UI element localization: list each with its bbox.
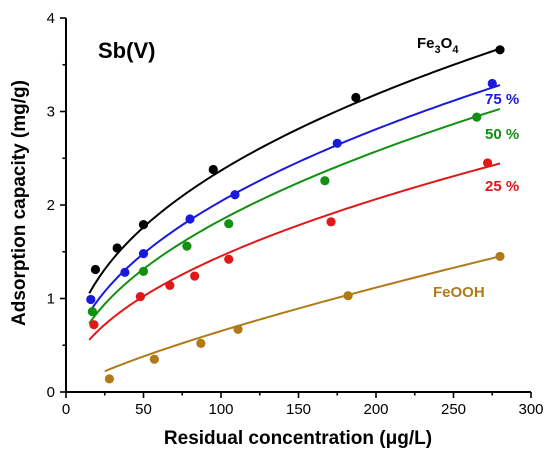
data-point-s3-p6 <box>483 158 493 168</box>
y-axis-title: Adsorption capacity (mg/g) <box>9 80 30 326</box>
data-point-s3-p1 <box>135 292 145 302</box>
y-tick-label-4: 4 <box>47 10 55 27</box>
data-point-s0-p5 <box>495 45 505 55</box>
fe3o4-label-o: O <box>441 35 453 52</box>
data-point-s3-p0 <box>89 320 99 330</box>
data-point-s3-p4 <box>224 254 234 264</box>
series-label-fe3o4: Fe3O4 <box>417 35 459 56</box>
fit-curve-0 <box>88 47 501 294</box>
data-point-s3-p3 <box>190 271 200 281</box>
data-point-s4-p3 <box>233 324 243 334</box>
chart-title: Sb(V) <box>98 38 155 63</box>
data-point-s3-p2 <box>165 280 175 291</box>
data-point-s4-p2 <box>196 338 206 348</box>
data-point-s2-p1 <box>138 266 149 276</box>
data-point-s0-p2 <box>138 220 149 230</box>
x-tick-label-4: 200 <box>363 401 388 418</box>
series-label-50: 50 % <box>485 126 519 143</box>
data-point-s1-p0 <box>86 294 96 305</box>
data-point-s4-p4 <box>343 291 353 301</box>
fe3o4-label-sub3: 3 <box>435 44 441 56</box>
data-point-s3-p5 <box>326 217 336 227</box>
data-point-s4-p0 <box>104 374 114 384</box>
data-point-s2-p0 <box>87 306 97 317</box>
x-tick-label-1: 50 <box>135 401 152 418</box>
fit-curve-4 <box>104 255 501 373</box>
data-point-s0-p0 <box>90 264 101 275</box>
data-point-s1-p3 <box>185 214 195 224</box>
y-tick-label-0: 0 <box>47 384 55 401</box>
series-label-25: 25 % <box>485 178 519 195</box>
data-point-s1-p1 <box>120 267 130 277</box>
series-label-75: 75 % <box>485 91 519 108</box>
fit-curves <box>88 47 501 373</box>
data-point-s4-p1 <box>149 354 159 364</box>
y-tick-label-2: 2 <box>47 197 55 214</box>
data-points <box>86 45 505 384</box>
data-point-s1-p5 <box>332 138 342 148</box>
fit-curve-2 <box>88 107 501 324</box>
y-tick-label-1: 1 <box>47 291 55 308</box>
fe3o4-label-base: Fe <box>417 35 435 52</box>
y-tick-label-3: 3 <box>47 104 55 121</box>
fit-curve-1 <box>88 84 501 314</box>
series-labels: Fe3O4 75 % 50 % 25 % FeOOH <box>417 35 519 301</box>
x-tick-label-6: 300 <box>518 401 543 418</box>
data-point-s0-p1 <box>112 243 122 253</box>
x-tick-label-0: 0 <box>62 401 70 418</box>
data-point-s2-p4 <box>320 176 330 186</box>
data-point-s0-p3 <box>208 164 218 175</box>
x-tick-label-3: 150 <box>286 401 311 418</box>
fit-curve-3 <box>88 162 501 341</box>
data-point-s1-p4 <box>230 190 240 200</box>
fe3o4-label-sub4: 4 <box>452 44 459 56</box>
data-point-s2-p3 <box>224 219 234 229</box>
series-label-feooh: FeOOH <box>433 284 485 301</box>
x-tick-label-5: 250 <box>441 401 466 418</box>
x-axis-title: Residual concentration (μg/L) <box>164 428 432 449</box>
data-point-s4-p5 <box>495 251 505 262</box>
data-point-s0-p4 <box>351 92 361 103</box>
data-point-s1-p6 <box>487 78 497 89</box>
data-point-s2-p2 <box>182 241 192 251</box>
data-point-s2-p5 <box>472 112 482 122</box>
x-tick-label-2: 100 <box>208 401 233 418</box>
data-point-s1-p2 <box>138 249 149 259</box>
